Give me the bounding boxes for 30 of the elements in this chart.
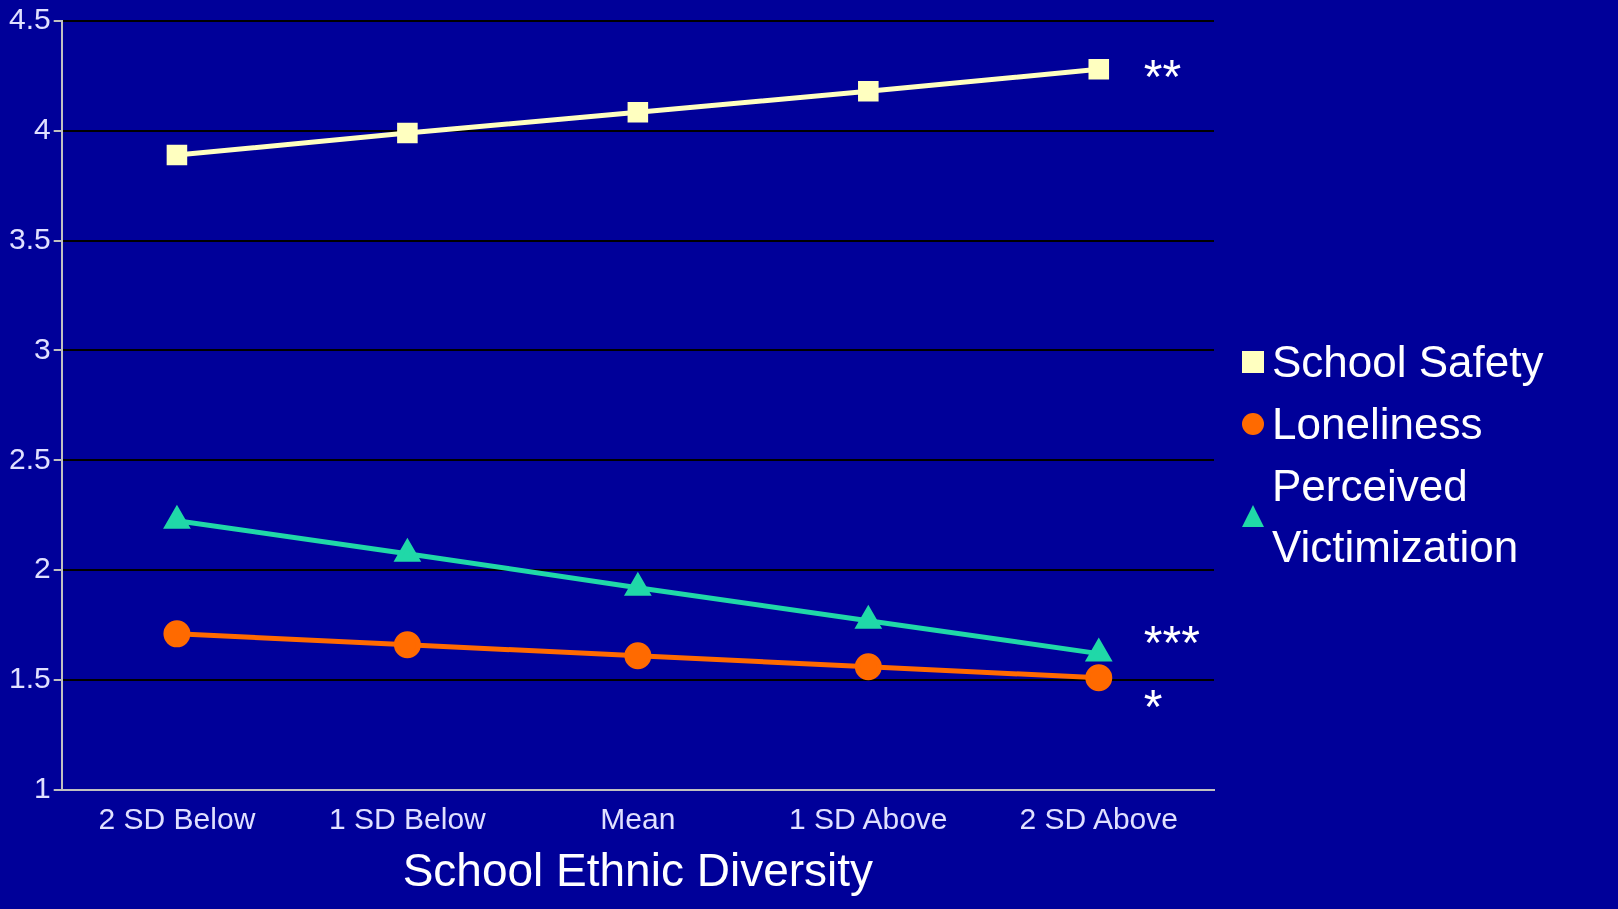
annotation: * — [1143, 680, 1163, 734]
y-tick-label: 1 — [34, 771, 51, 805]
point — [393, 631, 421, 659]
y-tick-label: 2.5 — [8, 441, 51, 475]
point — [624, 642, 652, 670]
y-tick-label: 4 — [34, 112, 51, 146]
x-tick-label: 2 SD Below — [98, 802, 256, 836]
point — [858, 81, 879, 102]
x-tick-label: 1 SD Below — [329, 802, 487, 836]
legend-label: Loneliness — [1272, 397, 1483, 450]
x-tick-label: 1 SD Above — [789, 802, 948, 836]
x-tick-label: Mean — [600, 802, 676, 836]
x-axis-title: School Ethnic Diversity — [402, 844, 874, 897]
y-tick-label: 3.5 — [8, 221, 51, 255]
y-tick-label: 2 — [34, 551, 51, 585]
point — [627, 101, 649, 123]
point — [397, 122, 418, 144]
x-tick-label: 2 SD Above — [1019, 802, 1178, 836]
point — [166, 144, 188, 166]
point — [854, 653, 882, 681]
legend-label: School Safety — [1272, 336, 1544, 389]
y-tick-label: 4.5 — [8, 2, 51, 36]
legend-label: Perceived Victimization — [1272, 459, 1520, 574]
annotation: ** — [1143, 49, 1182, 103]
point — [1088, 59, 1110, 80]
annotation: *** — [1143, 615, 1200, 669]
point — [1085, 664, 1113, 692]
y-tick-label: 1.5 — [8, 661, 51, 695]
point — [163, 620, 191, 648]
y-tick-label: 3 — [34, 331, 51, 365]
